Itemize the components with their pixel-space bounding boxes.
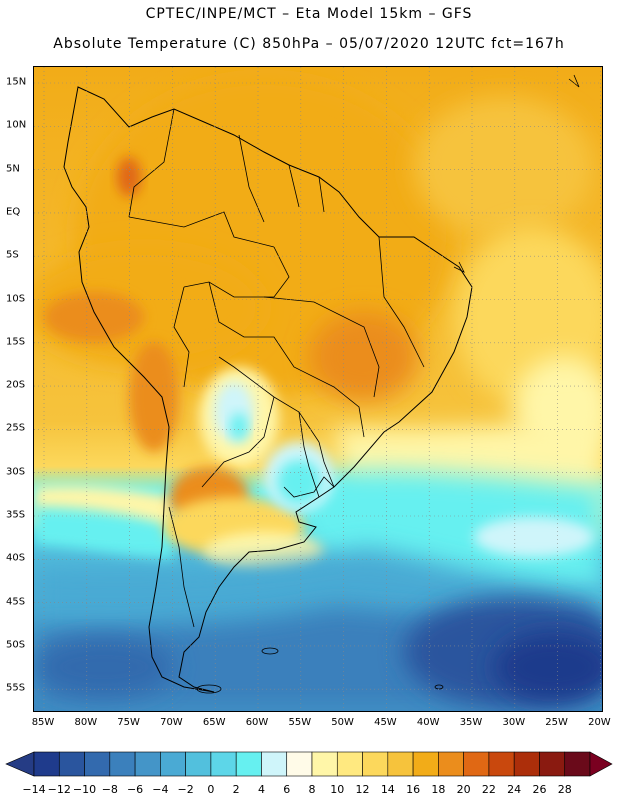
colorbar-swatch	[412, 751, 439, 777]
colorbar-under-triangle	[5, 751, 35, 777]
colorbar-swatch	[438, 751, 464, 777]
longitude-tick-label: 60W	[245, 717, 269, 728]
map-subtitle: Absolute Temperature (C) 850hPa – 05/07/…	[53, 36, 565, 52]
latitude-tick-label: 5S	[6, 249, 19, 261]
latitude-tick-label: 55S	[6, 682, 26, 694]
colorbar-swatch	[336, 751, 363, 777]
colorbar-swatch	[362, 751, 389, 777]
colorbar-swatch	[33, 751, 60, 777]
colorbar-tick-label: 22	[481, 783, 496, 796]
colorbar-tick-label: −12	[47, 783, 71, 796]
colorbar-swatch	[210, 751, 237, 777]
latitude-tick-label: 10N	[6, 119, 27, 131]
colorbar-swatch	[235, 751, 262, 777]
colorbar-tick-label: 14	[380, 783, 395, 796]
longitude-tick-label: 25W	[545, 717, 568, 728]
colorbar-swatch	[58, 751, 85, 777]
latitude-tick-label: EQ	[6, 206, 21, 218]
colorbar-swatch	[513, 751, 540, 777]
longitude-tick-label: 65W	[202, 717, 226, 728]
longitude-tick-label: 85W	[31, 717, 55, 728]
colorbar-tick-label: −10	[72, 783, 97, 796]
colorbar-tick-label: −2	[177, 783, 194, 796]
colorbar-tick-label: 0	[207, 783, 215, 796]
continent-outline	[63, 86, 473, 693]
longitude-tick-label: 50W	[331, 717, 354, 728]
colorbar-tick-label: 28	[557, 783, 572, 796]
colorbar-tick-label: 2	[232, 783, 240, 796]
colorbar-swatch	[185, 751, 212, 777]
colorbar-tick-label: −6	[126, 783, 144, 796]
colorbar-swatch	[387, 751, 414, 777]
longitude-tick-label: 55W	[288, 717, 312, 728]
country-borders	[128, 108, 425, 628]
latitude-tick-label: 45S	[6, 596, 26, 608]
latitude-tick-label: 15N	[6, 76, 27, 88]
colorbar-swatch	[539, 751, 566, 777]
colorbar-swatch	[488, 751, 515, 777]
islands	[196, 74, 580, 694]
colorbar-tick-label: −4	[152, 783, 169, 796]
colorbar-swatch	[286, 751, 313, 777]
colorbar	[5, 751, 613, 777]
longitude-tick-label: 80W	[74, 717, 98, 728]
colorbar-tick-label: 16	[406, 783, 421, 796]
colorbar-tick-label: −14	[22, 783, 46, 796]
colorbar-swatch	[311, 751, 338, 777]
latitude-tick-label: 40S	[6, 552, 26, 564]
latitude-tick-label: 30S	[6, 466, 26, 478]
map-title: CPTEC/INPE/MCT – Eta Model 15km – GFS	[145, 6, 473, 22]
colorbar-tick-label: 18	[431, 783, 446, 796]
colorbar-swatch	[109, 751, 136, 777]
latitude-tick-label: 5N	[6, 163, 20, 175]
colorbar-tick-label: 24	[507, 783, 522, 796]
latitude-tick-label: 35S	[6, 509, 26, 521]
latitude-tick-label: 15S	[6, 336, 26, 348]
latitude-tick-label: 10S	[6, 293, 26, 304]
latitude-tick-label: 50S	[6, 639, 26, 651]
longitude-tick-label: 35W	[459, 717, 483, 728]
colorbar-tick-label: 12	[355, 783, 370, 796]
temperature-map	[33, 66, 603, 712]
colorbar-tick-label: 20	[456, 783, 471, 796]
longitude-tick-label: 20W	[588, 717, 611, 728]
colorbar-tick-label: 6	[283, 783, 291, 796]
longitude-tick-label: 70W	[160, 717, 183, 728]
colorbar-swatch	[134, 751, 161, 777]
colorbar-tick-label: 26	[532, 783, 547, 796]
colorbar-swatch	[463, 751, 490, 777]
colorbar-tick-label: 8	[308, 783, 316, 796]
longitude-tick-label: 40W	[416, 717, 440, 728]
colorbar-tick-label: 4	[257, 783, 265, 796]
colorbar-tick-label: −8	[101, 783, 118, 796]
latitude-tick-label: 25S	[6, 422, 26, 434]
colorbar-over-triangle	[589, 751, 613, 777]
temperature-field	[34, 77, 602, 711]
longitude-tick-label: 75W	[117, 717, 140, 728]
colorbar-swatch	[84, 751, 111, 777]
latitude-tick-label: 20S	[6, 379, 26, 391]
colorbar-swatch	[160, 751, 186, 777]
colorbar-swatch	[261, 751, 288, 777]
longitude-tick-label: 45W	[374, 717, 397, 728]
longitude-tick-label: 30W	[502, 717, 526, 728]
colorbar-swatch	[564, 751, 591, 777]
graticule	[34, 67, 602, 711]
colorbar-tick-label: 10	[330, 783, 345, 796]
